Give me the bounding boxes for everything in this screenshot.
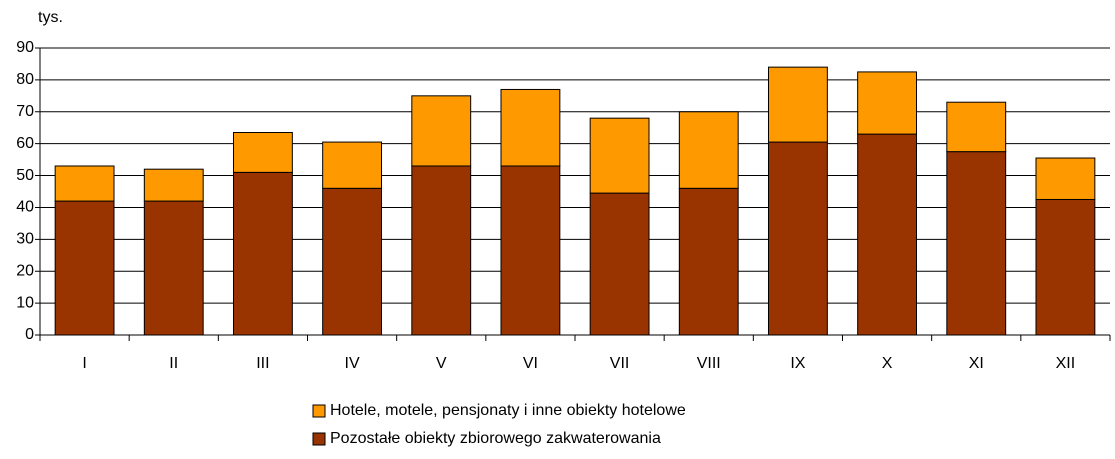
bar-segment [322,187,383,336]
y-axis-label: tys. [38,9,63,26]
y-tick-label: 30 [16,231,34,248]
x-tick-label: II [169,355,178,372]
bar-segment [857,71,918,135]
y-tick-label: 60 [16,135,34,152]
y-tick-label: 80 [16,71,34,88]
x-tick-label: IX [790,355,805,372]
y-tick-label: 90 [16,39,34,56]
bar-segment [946,151,1007,336]
legend-label: Pozostałe obiekty zbiorowego zakwaterowa… [330,430,661,447]
x-tick-label: X [882,355,893,372]
x-tick-label: I [82,355,86,372]
bar-segment [767,141,828,336]
bar-segment [946,101,1007,153]
y-tick-label: 0 [25,326,34,343]
bar-segment [767,66,828,143]
y-tick-label: 50 [16,167,34,184]
x-tick-label: VI [523,355,538,372]
x-tick-label: VIII [697,355,721,372]
legend-swatch [312,404,326,418]
x-tick-label: IV [345,355,360,372]
x-tick-label: VII [610,355,630,372]
bar-segment [678,187,739,336]
bar-segment [1035,198,1096,336]
bar-segment [589,192,650,336]
bar-segment [500,165,561,336]
y-tick-label: 10 [16,294,34,311]
x-tick-label: XII [1056,355,1076,372]
legend-swatch [312,432,326,446]
bar-segment [1035,157,1096,200]
x-tick-label: XI [969,355,984,372]
bar-segment [678,111,739,189]
bar-segment [54,165,115,202]
y-tick-label: 20 [16,262,34,279]
bar-segment [411,165,472,336]
bar-segment [232,132,293,173]
bar-segment [322,141,383,189]
x-tick-label: V [436,355,447,372]
bar-segment [143,200,204,336]
bar-segment [54,200,115,336]
bar-segment [411,95,472,167]
bar-segment [232,171,293,336]
y-tick-label: 40 [16,199,34,216]
bar-segment [500,88,561,167]
bar-segment [143,168,204,202]
y-tick-label: 70 [16,103,34,120]
bar-segment [857,133,918,336]
x-tick-label: III [256,355,269,372]
bar-segment [589,117,650,194]
legend-label: Hotele, motele, pensjonaty i inne obiekt… [330,402,686,419]
